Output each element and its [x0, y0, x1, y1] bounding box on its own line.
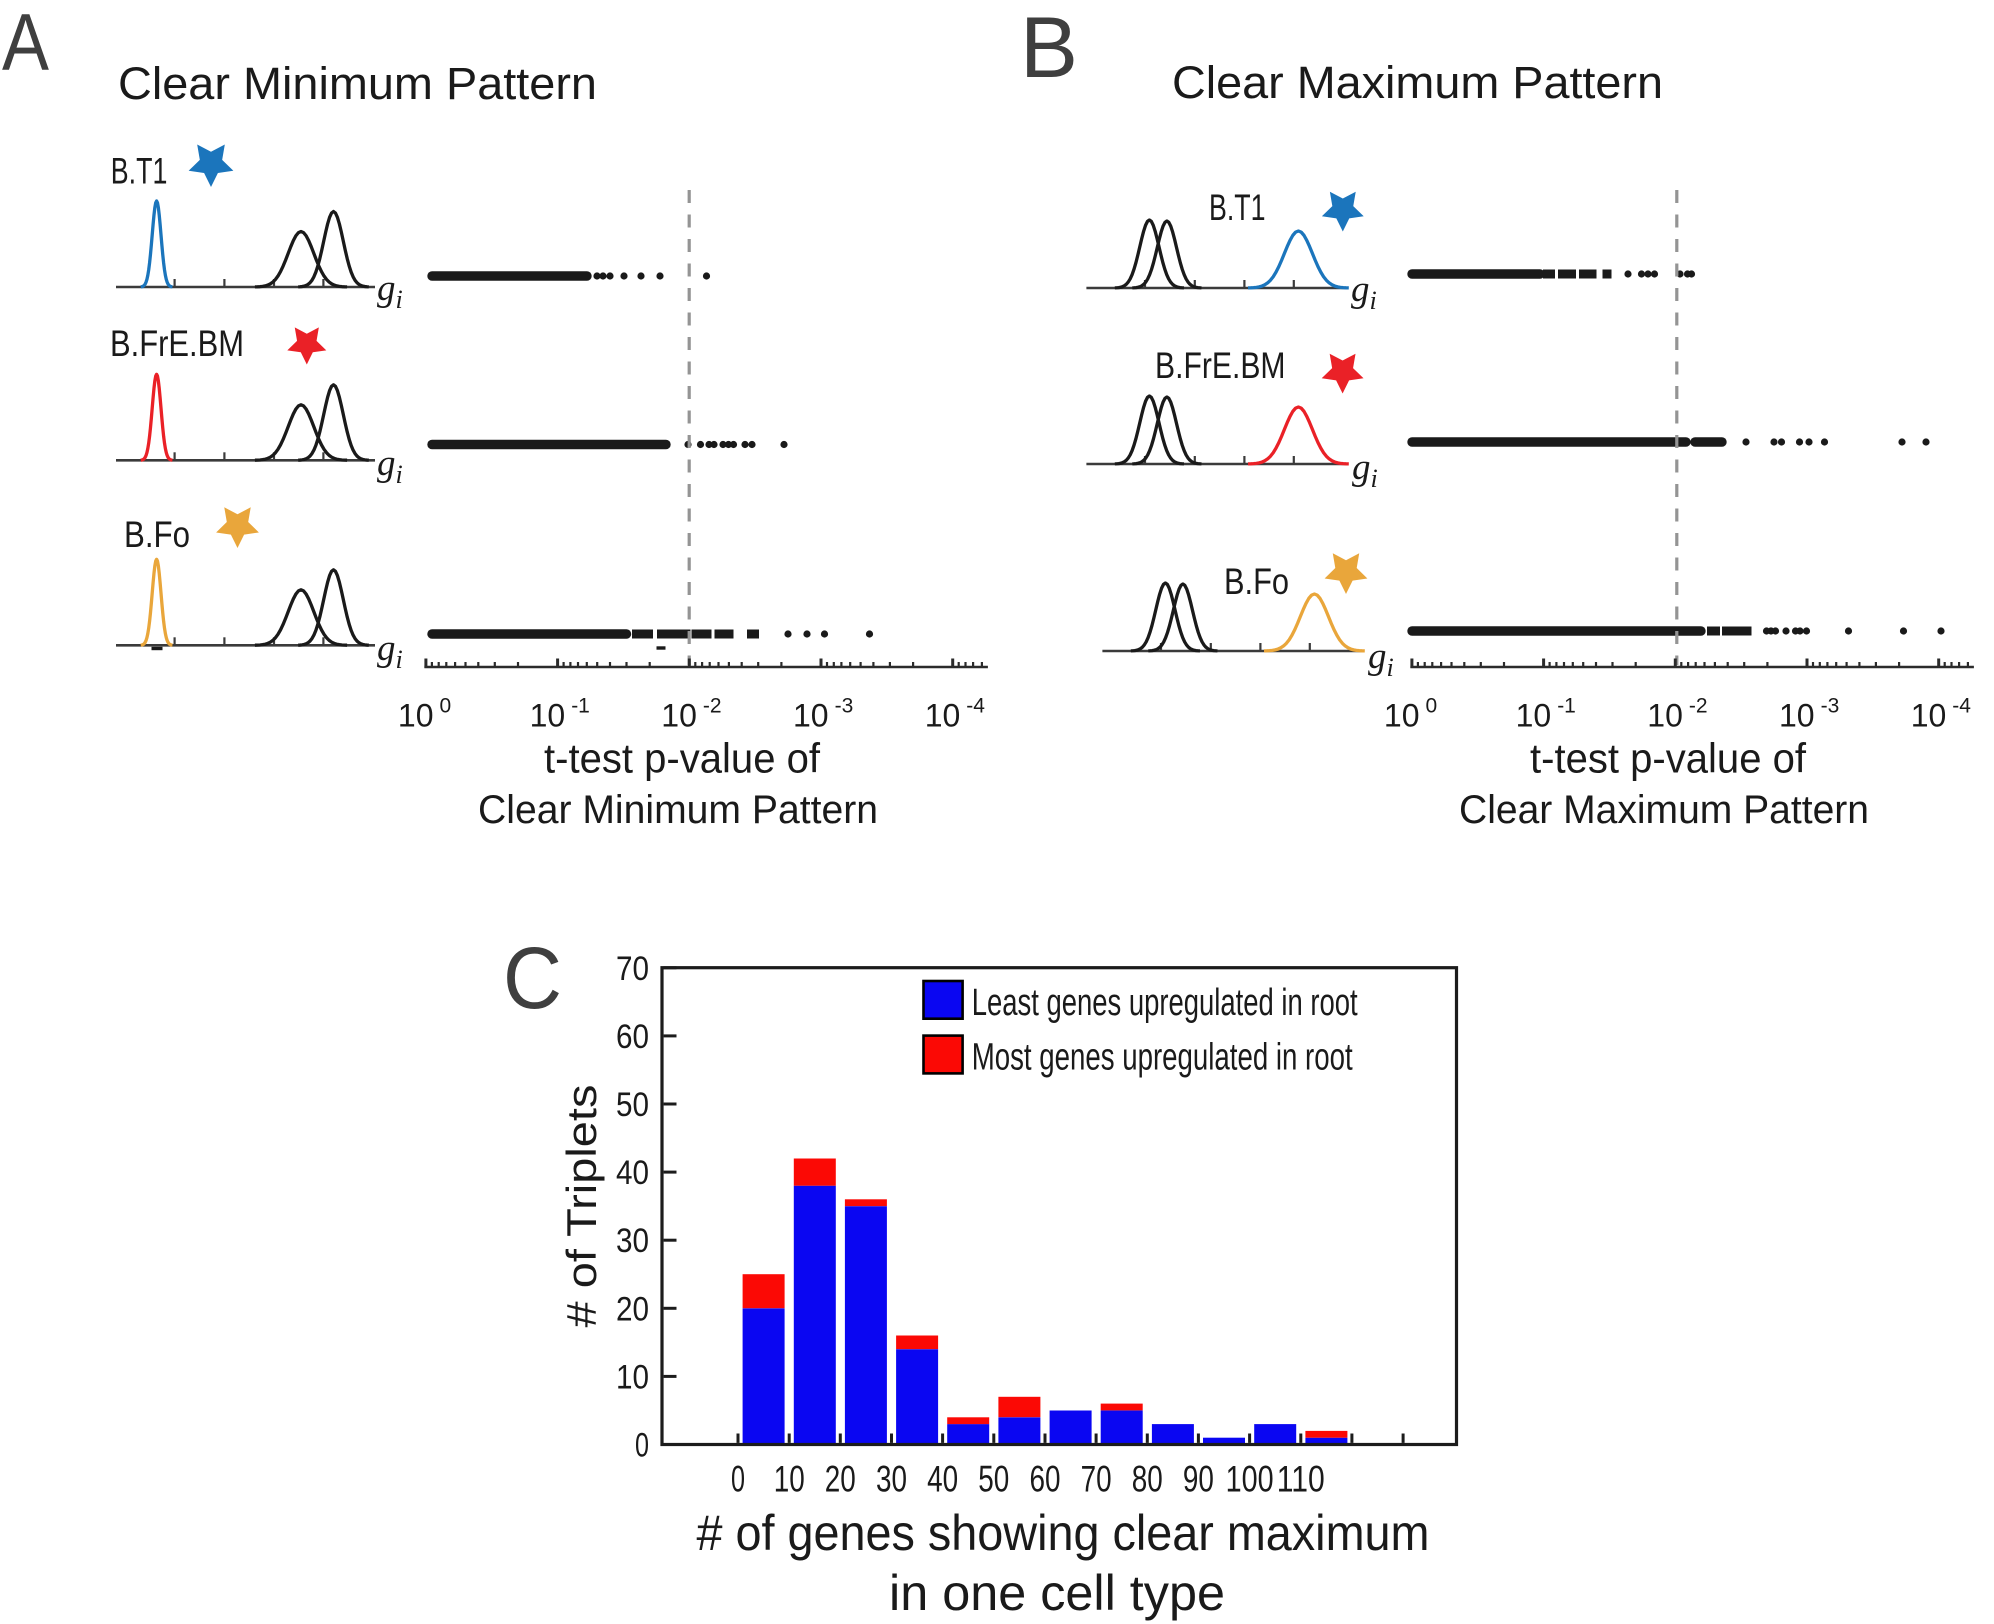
- svg-text:80: 80: [1132, 1459, 1163, 1500]
- svg-text:20: 20: [825, 1459, 856, 1500]
- svg-text:# of Triplets: # of Triplets: [558, 1085, 605, 1328]
- svg-text:B.FrE.BM: B.FrE.BM: [1155, 345, 1286, 386]
- svg-text:70: 70: [1081, 1459, 1112, 1500]
- svg-text:0: 0: [731, 1459, 745, 1500]
- svg-text:10-3: 10 -3: [1779, 694, 1839, 733]
- svg-text:70: 70: [616, 950, 649, 988]
- svg-text:C: C: [503, 930, 562, 1027]
- svg-text:t-test p-value of: t-test p-value of: [544, 735, 820, 782]
- svg-text:40: 40: [927, 1459, 958, 1500]
- svg-text:t-test p-value of: t-test p-value of: [1530, 735, 1806, 782]
- svg-text:10: 10: [616, 1358, 649, 1396]
- svg-text:A: A: [2, 0, 49, 88]
- svg-text:50: 50: [978, 1459, 1009, 1500]
- svg-text:B: B: [1020, 0, 1078, 96]
- svg-text:Clear Maximum Pattern: Clear Maximum Pattern: [1172, 57, 1663, 108]
- svg-text:# of genes showing clear maxim: # of genes showing clear maximum: [697, 1505, 1430, 1561]
- svg-text:B.T1: B.T1: [1209, 187, 1266, 228]
- svg-text:Clear Minimum Pattern: Clear Minimum Pattern: [118, 58, 597, 109]
- svg-text:60: 60: [616, 1018, 649, 1056]
- svg-text:40: 40: [616, 1154, 649, 1192]
- svg-text:Clear Minimum Pattern: Clear Minimum Pattern: [478, 788, 878, 832]
- svg-text:90: 90: [1183, 1459, 1214, 1500]
- svg-text:30: 30: [876, 1459, 907, 1500]
- svg-text:110: 110: [1277, 1459, 1325, 1500]
- svg-text:Clear Maximum Pattern: Clear Maximum Pattern: [1459, 788, 1869, 832]
- svg-text:50: 50: [616, 1086, 649, 1124]
- svg-text:100: 100: [1226, 1459, 1274, 1500]
- svg-text:gi: gi: [377, 443, 403, 489]
- svg-text:B.FrE.BM: B.FrE.BM: [110, 323, 244, 364]
- svg-text:10-3: 10 -3: [793, 694, 853, 733]
- svg-text:in one cell type: in one cell type: [889, 1565, 1225, 1621]
- svg-text:Most genes upregulated in root: Most genes upregulated in root: [972, 1037, 1353, 1079]
- svg-text:Least genes upregulated in roo: Least genes upregulated in root: [972, 982, 1358, 1024]
- svg-text:0: 0: [635, 1427, 649, 1465]
- svg-text:B.Fo: B.Fo: [124, 514, 190, 555]
- svg-text:10: 10: [774, 1459, 805, 1500]
- svg-text:B.T1: B.T1: [111, 151, 168, 192]
- svg-text:B.Fo: B.Fo: [1224, 561, 1289, 602]
- svg-text:20: 20: [616, 1290, 649, 1328]
- svg-text:60: 60: [1030, 1459, 1061, 1500]
- svg-text:100: 100: [1384, 694, 1437, 733]
- svg-text:30: 30: [616, 1222, 649, 1260]
